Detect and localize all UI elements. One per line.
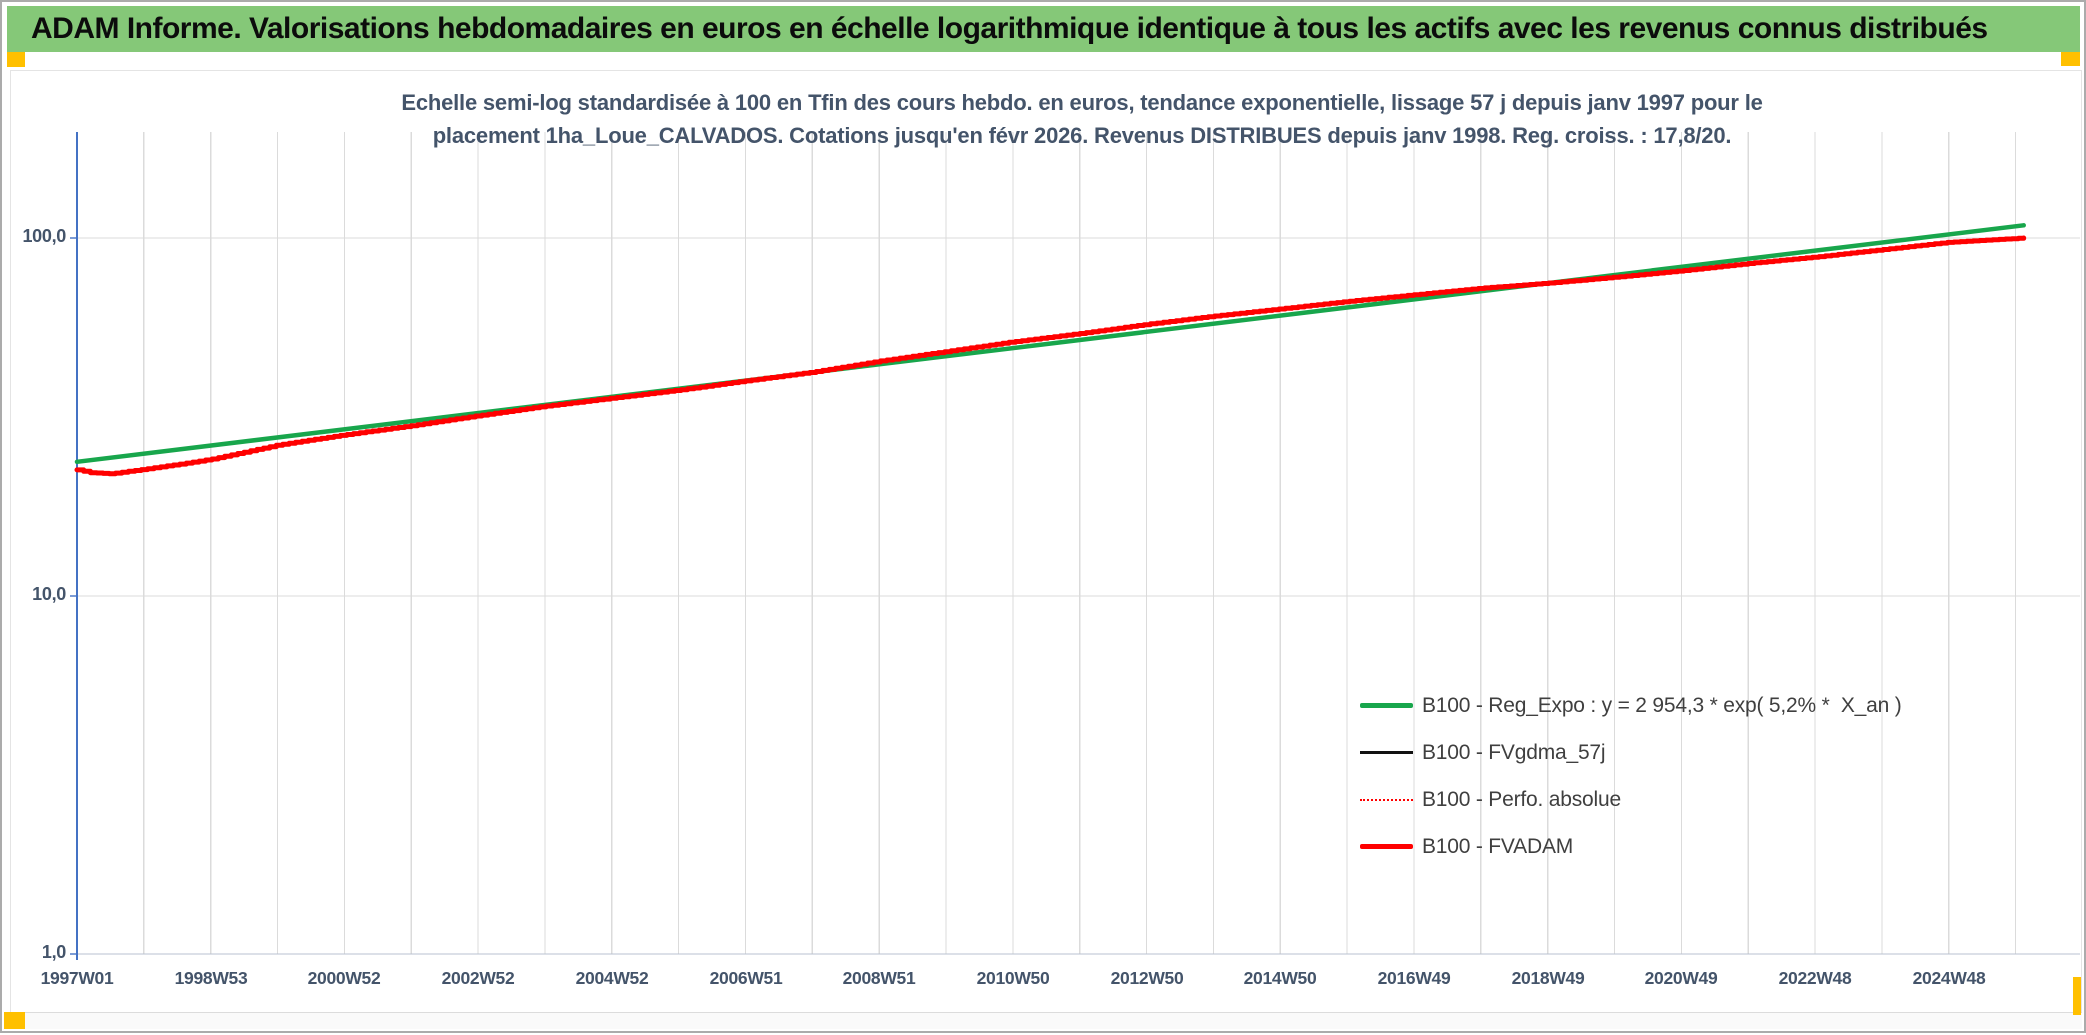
x-axis-tick-label: 2014W50 bbox=[1243, 968, 1317, 988]
chart-legend: B100 - Reg_Expo : y = 2 954,3 * exp( 5,2… bbox=[1360, 682, 1902, 870]
x-axis-tick-label: 2002W52 bbox=[441, 968, 515, 988]
x-axis-tick-label: 2012W50 bbox=[1110, 968, 1184, 988]
red-line-swatch-icon bbox=[1360, 843, 1413, 850]
x-axis-tick-label: 2022W48 bbox=[1778, 968, 1852, 988]
window-bottom-strip bbox=[4, 1012, 2082, 1029]
x-axis-tick-label: 2006W51 bbox=[709, 968, 783, 988]
x-axis-tick-label: 2010W50 bbox=[976, 968, 1050, 988]
red-dotted-line-swatch-icon bbox=[1360, 798, 1413, 801]
x-axis-tick-label: 1998W53 bbox=[174, 968, 248, 988]
legend-label: B100 - Perfo. absolue bbox=[1422, 787, 1621, 811]
report-title: ADAM Informe. Valorisations hebdomadaire… bbox=[31, 12, 1988, 45]
chart-title-line-1: Echelle semi-log standardisée à 100 en T… bbox=[401, 90, 1763, 115]
x-axis-tick-label: 2016W49 bbox=[1377, 968, 1451, 988]
legend-item-reg-expo[interactable]: B100 - Reg_Expo : y = 2 954,3 * exp( 5,2… bbox=[1360, 682, 1902, 729]
series-line-reg_expo[interactable] bbox=[74, 223, 2026, 465]
black-line-swatch-icon bbox=[1360, 751, 1413, 754]
legend-label: B100 - FVADAM bbox=[1422, 834, 1574, 858]
x-axis-tick-label: 2000W52 bbox=[307, 968, 381, 988]
y-axis-tick-label: 10,0 bbox=[32, 584, 66, 604]
orange-marker-top-left bbox=[7, 52, 25, 67]
legend-item-fvadam[interactable]: B100 - FVADAM bbox=[1360, 823, 1902, 870]
x-axis-tick-label: 2004W52 bbox=[575, 968, 649, 988]
series-line-fvadam[interactable] bbox=[74, 235, 2027, 477]
chart-title: Echelle semi-log standardisée à 100 en T… bbox=[152, 86, 2012, 152]
y-axis-tick-label: 1,0 bbox=[41, 942, 66, 962]
legend-item-perfo-absolue[interactable]: B100 - Perfo. absolue bbox=[1360, 776, 1902, 823]
legend-item-fvgdma[interactable]: B100 - FVgdma_57j bbox=[1360, 729, 1902, 776]
chart-object[interactable] bbox=[10, 70, 2082, 1015]
legend-label: B100 - Reg_Expo : y = 2 954,3 * exp( 5,2… bbox=[1422, 693, 1902, 717]
report-title-bar: ADAM Informe. Valorisations hebdomadaire… bbox=[7, 6, 2080, 52]
orange-marker-bottom-right bbox=[2073, 977, 2081, 1015]
x-axis-tick-label: 2008W51 bbox=[842, 968, 916, 988]
x-axis-tick-label: 2020W49 bbox=[1644, 968, 1718, 988]
x-axis-tick-label: 2024W48 bbox=[1912, 968, 1986, 988]
chart-title-line-2: placement 1ha_Loue_CALVADOS. Cotations j… bbox=[432, 123, 1732, 148]
x-axis-tick-label: 2018W49 bbox=[1511, 968, 1585, 988]
legend-label: B100 - FVgdma_57j bbox=[1422, 740, 1606, 764]
y-axis-tick-label: 100,0 bbox=[22, 226, 66, 246]
series-line-perfo_absolue[interactable] bbox=[76, 237, 2025, 475]
orange-marker-top-right bbox=[2061, 52, 2080, 66]
series-line-fvgdma_57j[interactable] bbox=[75, 236, 2025, 475]
green-line-swatch-icon bbox=[1360, 703, 1413, 708]
orange-marker-bottom-left bbox=[4, 1012, 25, 1029]
x-axis-tick-label: 1997W01 bbox=[40, 968, 114, 988]
